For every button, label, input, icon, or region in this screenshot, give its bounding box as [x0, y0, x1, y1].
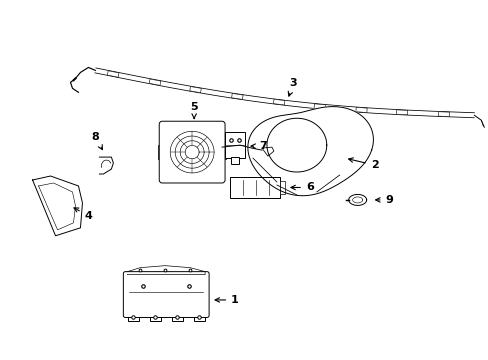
Text: 4: 4: [74, 208, 92, 221]
Bar: [218, 145, 225, 159]
Text: 7: 7: [250, 141, 266, 151]
FancyBboxPatch shape: [189, 86, 201, 93]
Bar: [127, 314, 139, 321]
Text: 9: 9: [375, 195, 393, 205]
Polygon shape: [247, 107, 373, 196]
Text: 8: 8: [91, 132, 102, 150]
Bar: [158, 145, 166, 159]
Bar: [193, 314, 204, 321]
Bar: [224, 132, 244, 158]
Text: 6: 6: [290, 183, 313, 193]
Polygon shape: [262, 147, 273, 156]
Polygon shape: [99, 157, 113, 174]
Polygon shape: [348, 194, 366, 206]
Bar: [279, 181, 285, 194]
Text: 1: 1: [215, 295, 239, 305]
Text: 5: 5: [190, 102, 198, 118]
Bar: [230, 157, 239, 164]
FancyBboxPatch shape: [123, 272, 209, 318]
FancyBboxPatch shape: [273, 99, 285, 105]
Bar: [171, 314, 183, 321]
Text: 3: 3: [287, 78, 297, 96]
Bar: [149, 314, 161, 321]
FancyBboxPatch shape: [149, 79, 161, 85]
Text: 2: 2: [348, 158, 378, 170]
FancyBboxPatch shape: [107, 71, 119, 77]
Polygon shape: [266, 118, 326, 172]
FancyBboxPatch shape: [231, 94, 243, 99]
Bar: [229, 177, 279, 198]
FancyBboxPatch shape: [355, 107, 366, 112]
FancyBboxPatch shape: [396, 110, 407, 115]
FancyBboxPatch shape: [159, 121, 224, 183]
FancyBboxPatch shape: [437, 112, 448, 117]
Polygon shape: [33, 176, 82, 236]
FancyBboxPatch shape: [313, 104, 325, 109]
